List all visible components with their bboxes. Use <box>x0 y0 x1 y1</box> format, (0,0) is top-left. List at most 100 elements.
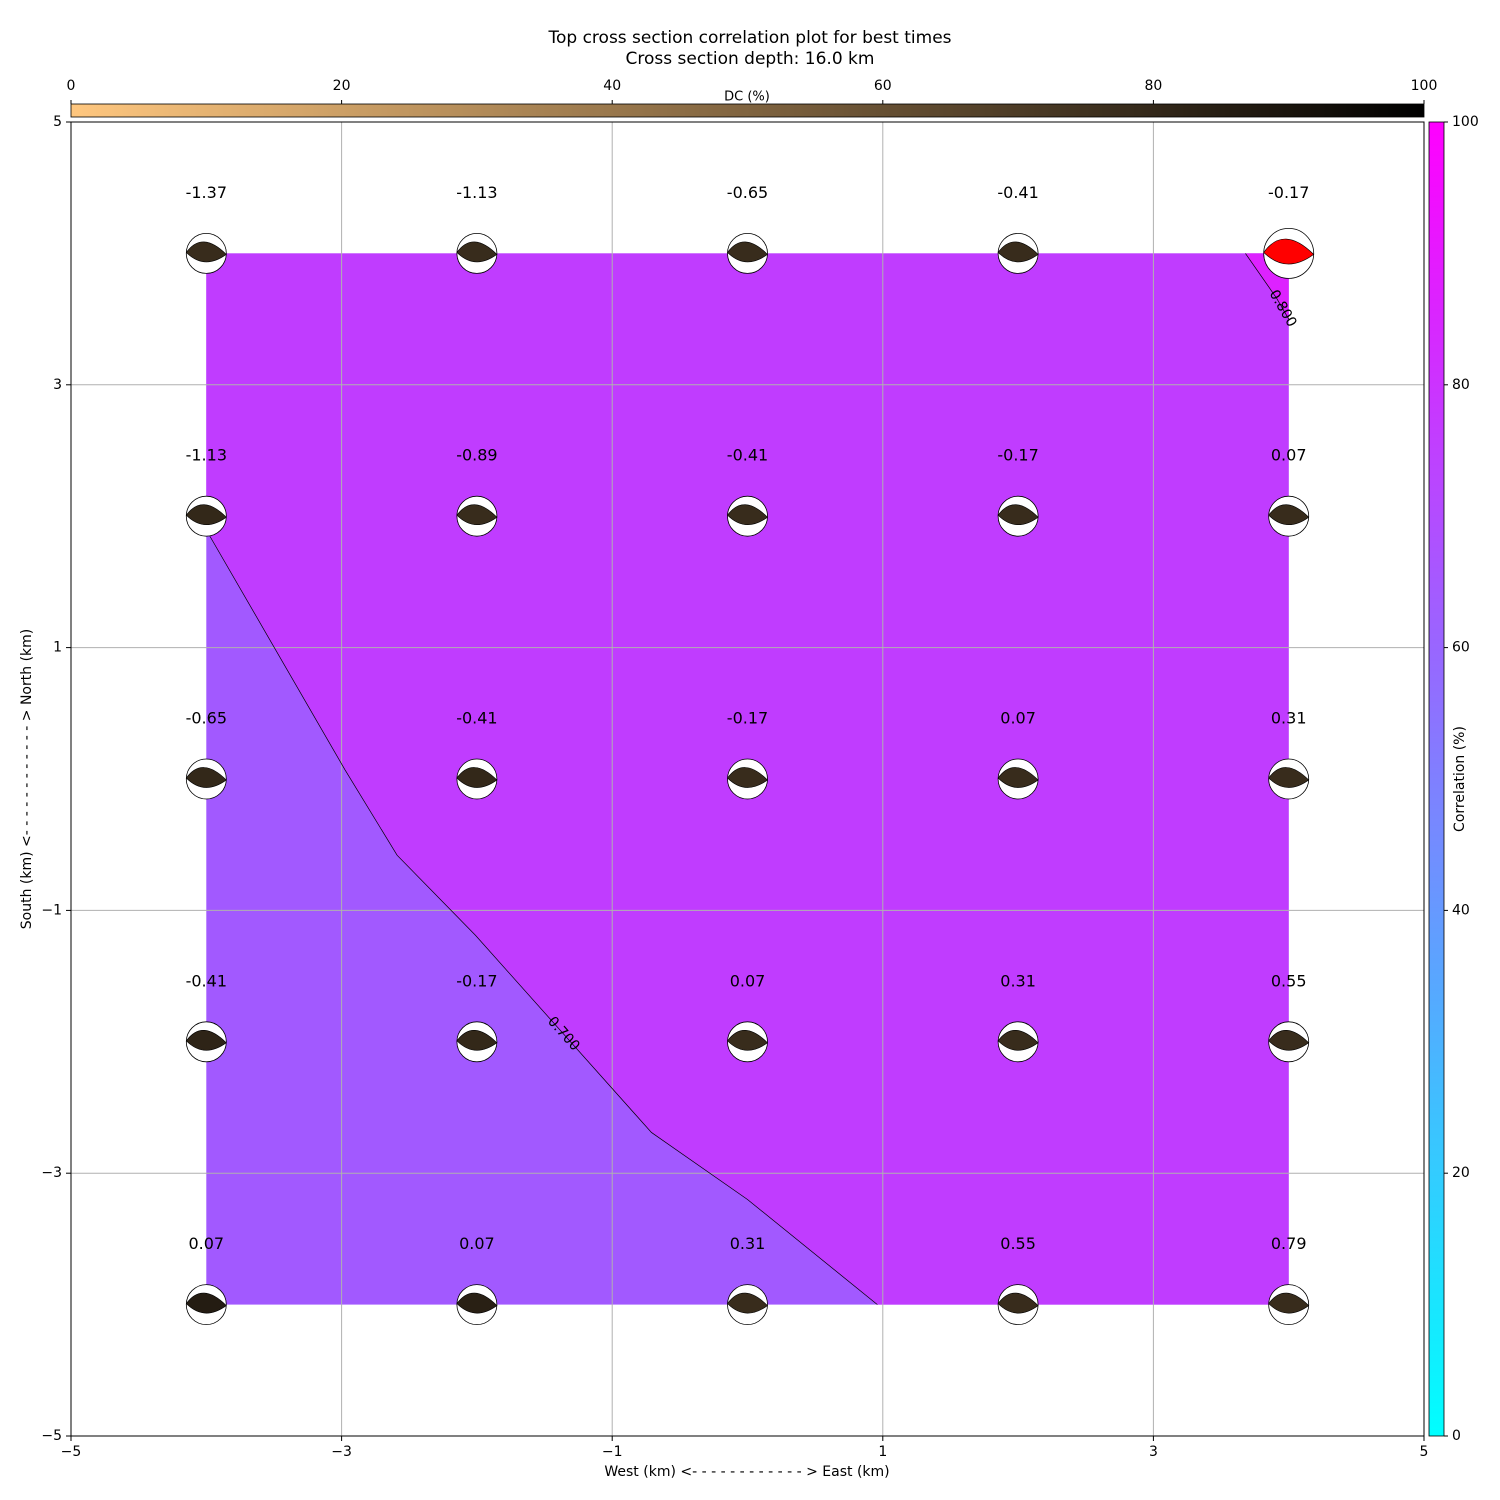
beach-ball <box>727 1021 768 1063</box>
colorbar-tick-label: 20 <box>1452 1165 1470 1181</box>
x-tick-label: −5 <box>61 1444 82 1460</box>
beach-ball-lens <box>185 1030 227 1051</box>
chart-subtitle: Cross section depth: 16.0 km <box>626 49 875 69</box>
beach-ball-lens <box>456 767 498 788</box>
beach-ball <box>456 495 498 537</box>
contour-line <box>1245 253 1290 320</box>
x-tick-label: 5 <box>1420 1444 1429 1460</box>
point-label: -0.41 <box>727 446 768 465</box>
beach-ball <box>456 1021 498 1063</box>
beach-ball <box>456 232 498 274</box>
beach-ball-lens <box>997 241 1039 263</box>
point-label: -0.17 <box>997 446 1038 465</box>
beach-ball <box>997 1284 1039 1325</box>
x-tick-label: −3 <box>331 1444 352 1460</box>
point-label: -1.13 <box>186 446 227 465</box>
beach-ball-lens <box>1268 1030 1310 1051</box>
x-tick-label: 3 <box>1149 1444 1158 1460</box>
beach-ball-lens <box>997 1030 1039 1051</box>
plot-frame <box>70 121 1425 1437</box>
beach-ball <box>185 495 227 537</box>
point-label: -0.65 <box>186 709 227 728</box>
point-label: -0.17 <box>456 971 497 990</box>
beach-ball <box>727 495 768 537</box>
y-tick-label: −1 <box>41 902 62 918</box>
y-tick-label: 1 <box>53 640 62 656</box>
colorbar-tick-label: 0 <box>1452 1428 1461 1444</box>
x-axis-label: West (km) <- - - - - - - - - - - - > Eas… <box>604 1464 889 1480</box>
colorbar <box>1428 121 1445 1437</box>
colorbar-tick-label: 40 <box>1452 902 1470 918</box>
point-label: 0.55 <box>1271 971 1307 990</box>
chart-title: Top cross section correlation plot for b… <box>547 28 951 48</box>
beach-ball <box>456 1284 498 1325</box>
point-label: -0.65 <box>727 183 768 202</box>
beach-ball <box>1268 1284 1310 1325</box>
beach-ball-lens <box>1263 238 1315 265</box>
y-tick-label: −5 <box>41 1428 62 1444</box>
beach-ball-lens <box>727 1292 768 1314</box>
colorbar-label: Correlation (%) <box>1452 726 1468 832</box>
beach-ball <box>1268 495 1310 537</box>
point-label: 0.07 <box>188 1234 224 1253</box>
beach-ball <box>185 1284 227 1325</box>
beach-ball-lens <box>727 241 768 263</box>
point-label: -0.41 <box>997 183 1038 202</box>
y-tick-label: −3 <box>41 1165 62 1181</box>
point-label: -0.17 <box>727 709 768 728</box>
beach-ball-lens <box>997 504 1039 525</box>
point-label: -0.89 <box>456 446 497 465</box>
beach-ball-lens <box>185 504 227 525</box>
dc-colorbar <box>70 103 1425 118</box>
beach-ball <box>997 495 1039 537</box>
point-label: -0.41 <box>186 971 227 990</box>
beach-ball-lens <box>1268 1292 1310 1314</box>
dc-colorbar-label: DC (%) <box>724 90 770 105</box>
beach-ball-lens <box>727 504 768 525</box>
point-label: 0.31 <box>730 1234 766 1253</box>
point-label: 0.55 <box>1000 1234 1036 1253</box>
point-label: 0.31 <box>1271 709 1307 728</box>
beach-ball <box>1268 1021 1310 1063</box>
dc-colorbar-tick-label: 20 <box>333 78 351 94</box>
x-tick-label: −1 <box>602 1444 623 1460</box>
beach-ball-lens <box>1268 504 1310 525</box>
point-label: -1.13 <box>456 183 497 202</box>
beach-ball <box>1263 227 1315 279</box>
dc-colorbar-tick-label: 0 <box>67 78 76 94</box>
beach-ball-lens <box>1268 767 1310 788</box>
contour-line <box>205 529 878 1305</box>
point-label: -0.17 <box>1268 183 1309 202</box>
colorbar-tick-label: 100 <box>1452 114 1479 130</box>
dc-colorbar-tick-label: 80 <box>1144 78 1162 94</box>
beach-ball-lens <box>185 767 227 788</box>
beach-ball-lens <box>185 241 227 263</box>
beach-ball-lens <box>727 1030 768 1051</box>
beach-ball <box>185 758 227 800</box>
beach-ball <box>997 758 1039 800</box>
dc-colorbar-tick-label: 60 <box>874 78 892 94</box>
beach-ball-lens <box>997 1292 1039 1314</box>
beach-ball <box>727 232 768 274</box>
beach-ball <box>997 1021 1039 1063</box>
beach-ball-lens <box>185 1292 227 1314</box>
point-label: 0.31 <box>1000 971 1036 990</box>
beach-ball-lens <box>456 1030 498 1051</box>
colorbar-tick-label: 80 <box>1452 377 1470 393</box>
y-axis-label: South (km) <- - - - - - - - - - - - > No… <box>19 629 35 929</box>
beach-ball <box>997 232 1039 274</box>
beach-ball-lens <box>997 767 1039 788</box>
beach-ball-lens <box>727 767 768 788</box>
beach-ball <box>727 758 768 800</box>
beach-ball-lens <box>456 504 498 525</box>
dc-colorbar-tick-label: 40 <box>603 78 621 94</box>
point-label: -0.41 <box>456 709 497 728</box>
beach-ball <box>1268 758 1310 800</box>
beach-ball <box>727 1284 768 1325</box>
dc-colorbar-tick-label: 100 <box>1411 78 1438 94</box>
y-tick-label: 5 <box>53 114 62 130</box>
beach-ball-lens <box>456 1292 498 1314</box>
point-label: -1.37 <box>186 183 227 202</box>
x-tick-label: 1 <box>878 1444 887 1460</box>
